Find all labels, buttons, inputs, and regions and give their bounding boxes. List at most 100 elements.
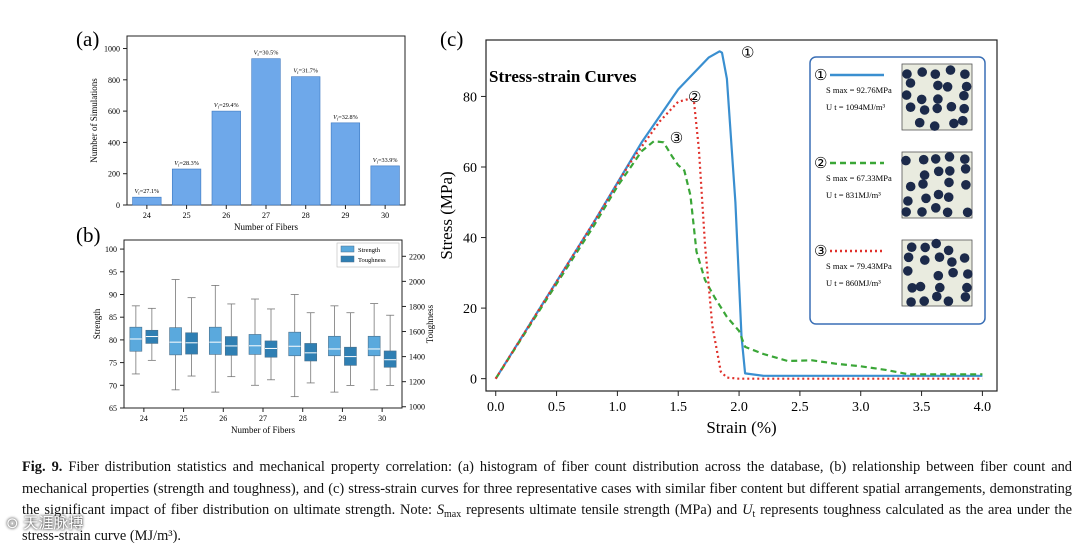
fiber-dot (906, 297, 916, 307)
fiber-dot (935, 282, 945, 293)
fiber-dot (905, 78, 916, 88)
fiber-dot (944, 177, 954, 188)
box (248, 334, 262, 355)
box (328, 335, 341, 357)
caption-smax-symbol: S (436, 502, 445, 518)
fiber-dot (943, 192, 954, 202)
fiber-dot (933, 166, 944, 177)
fiber-dot (963, 269, 973, 279)
x-tick-label: 25 (183, 211, 191, 220)
bar (330, 122, 361, 206)
curve-marker: ① (741, 45, 754, 61)
legend-smax: S max = 67.33MPa (826, 173, 892, 183)
y-tick-label: 800 (108, 76, 120, 85)
fiber-dot (901, 207, 911, 217)
legend-label: Toughness (358, 257, 386, 264)
y2-tick-label: 1400 (409, 353, 425, 362)
legend: Strength Toughness (336, 242, 400, 268)
fiber-dot (931, 238, 941, 249)
x-tick-label: 26 (219, 414, 227, 423)
fiber-dot (945, 166, 955, 176)
fiber-dot (933, 270, 944, 281)
x-tick-label: 3.0 (852, 400, 870, 415)
fiber-dot (960, 154, 970, 164)
boxplot-chart: 65 70 75 80 85 90 95 100 1000 1200 1400 1600 1800 200… (92, 239, 435, 435)
fiber-dot (932, 103, 942, 114)
legend-swatch (340, 245, 355, 253)
fiber-dot (948, 267, 958, 278)
fiber-dot (901, 155, 911, 166)
fiber-dot (959, 103, 969, 114)
fiber-dot (961, 81, 972, 92)
histogram-chart: 0 200 400 600 800 1000 Vf=27.1% 24 Vf=28.3% 25 Vf=… (89, 35, 406, 232)
fiber-dot (934, 252, 945, 262)
fiber-dot (958, 115, 968, 126)
y-axis-label: Number of Simulations (89, 78, 99, 163)
legend-swatch (340, 255, 355, 263)
caption-text-1: Fiber distribution statistics and mechan… (22, 459, 1072, 518)
y-tick-label: 65 (109, 404, 117, 413)
box (383, 350, 397, 368)
y-axis-label: Stress (MPa) (437, 171, 456, 259)
y-tick-label: 200 (108, 170, 120, 179)
x-tick-label: 28 (302, 211, 310, 220)
fiber-dot (943, 296, 954, 307)
x-tick-label: 28 (299, 414, 307, 423)
y-tick-label: 0 (116, 201, 120, 210)
fiber-dot (919, 170, 930, 180)
x-axis-label: Number of Fibers (234, 222, 298, 232)
x-tick-label: 27 (259, 414, 267, 423)
fiber-dot (932, 291, 942, 302)
x-tick-label: 26 (222, 211, 230, 220)
fiber-dot (961, 180, 971, 190)
fiber-dot (915, 281, 926, 292)
fiber-dot (962, 207, 973, 218)
fiber-dot (901, 90, 912, 100)
bar-label: Vf=32.8% (333, 114, 358, 122)
y-tick-label: 75 (109, 359, 117, 368)
chart-title: Stress-strain Curves (489, 67, 637, 86)
fiber-dot (960, 164, 971, 174)
legend-marker: ① (814, 68, 827, 84)
y-axis-label: Strength (92, 308, 102, 339)
fiber-dot (930, 69, 941, 79)
y2-tick-label: 1000 (409, 403, 425, 412)
x-tick-label: 29 (338, 414, 346, 423)
fiber-dot (942, 82, 953, 92)
fiber-dot (917, 67, 927, 77)
y2-tick-label: 2200 (409, 252, 425, 261)
fiber-dot (919, 105, 930, 115)
fiber-dot (933, 189, 944, 200)
series-line-1 (494, 50, 983, 380)
y-tick-label: 100 (105, 245, 117, 254)
fiber-dot (919, 296, 929, 306)
x-tick-label: 24 (143, 211, 151, 220)
fiber-dot (929, 121, 940, 131)
fiber-dot (916, 94, 927, 105)
x-tick-label: 29 (341, 211, 349, 220)
legend-marker: ③ (814, 244, 827, 260)
fiber-dot (906, 242, 917, 252)
curve-marker: ③ (670, 131, 683, 147)
caption-ut-sub: t (752, 509, 756, 520)
y-tick-label: 1000 (104, 45, 120, 54)
x-tick-label: 1.0 (609, 400, 627, 415)
panel-c-label: (c) (440, 27, 463, 51)
fiber-dot (917, 207, 927, 217)
fiber-dot (933, 94, 943, 104)
x-tick-label: 24 (140, 414, 148, 423)
fiber-dot (903, 252, 914, 263)
caption-ut-symbol: U (742, 502, 753, 518)
x-tick-label: 27 (262, 211, 270, 220)
caption-text-3: represents toughness calculated as the a… (22, 502, 1073, 544)
x-tick-label: 4.0 (974, 400, 992, 415)
fiber-dot (960, 69, 970, 79)
bar (211, 110, 241, 206)
bar (251, 58, 281, 206)
box (288, 331, 302, 357)
y2-tick-label: 1200 (409, 378, 425, 387)
y2-tick-label: 2000 (409, 277, 425, 286)
curve-marker: ② (688, 90, 701, 106)
y-tick-label: 70 (109, 381, 117, 390)
